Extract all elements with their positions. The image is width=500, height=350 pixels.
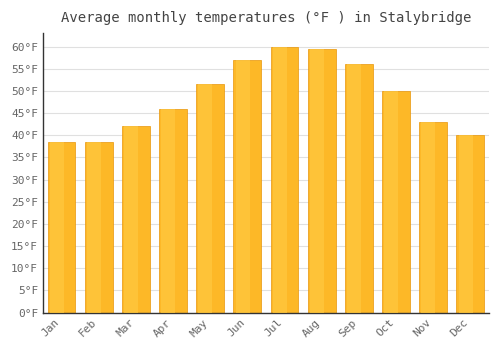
Bar bbox=[234, 60, 262, 313]
FancyBboxPatch shape bbox=[384, 91, 398, 313]
Bar bbox=[196, 84, 224, 313]
Bar bbox=[159, 108, 187, 313]
FancyBboxPatch shape bbox=[50, 142, 64, 313]
Bar bbox=[270, 47, 298, 313]
Bar bbox=[48, 142, 76, 313]
FancyBboxPatch shape bbox=[236, 60, 250, 313]
Bar bbox=[308, 49, 336, 313]
FancyBboxPatch shape bbox=[87, 142, 101, 313]
Bar bbox=[85, 142, 112, 313]
Bar bbox=[419, 122, 447, 313]
FancyBboxPatch shape bbox=[310, 49, 324, 313]
Bar bbox=[122, 126, 150, 313]
FancyBboxPatch shape bbox=[458, 135, 472, 313]
Title: Average monthly temperatures (°F ) in Stalybridge: Average monthly temperatures (°F ) in St… bbox=[60, 11, 471, 25]
FancyBboxPatch shape bbox=[162, 108, 175, 313]
Bar bbox=[382, 91, 410, 313]
Bar bbox=[456, 135, 484, 313]
FancyBboxPatch shape bbox=[347, 64, 361, 313]
FancyBboxPatch shape bbox=[124, 126, 138, 313]
FancyBboxPatch shape bbox=[422, 122, 436, 313]
Bar bbox=[345, 64, 373, 313]
FancyBboxPatch shape bbox=[198, 84, 212, 313]
FancyBboxPatch shape bbox=[273, 47, 286, 313]
